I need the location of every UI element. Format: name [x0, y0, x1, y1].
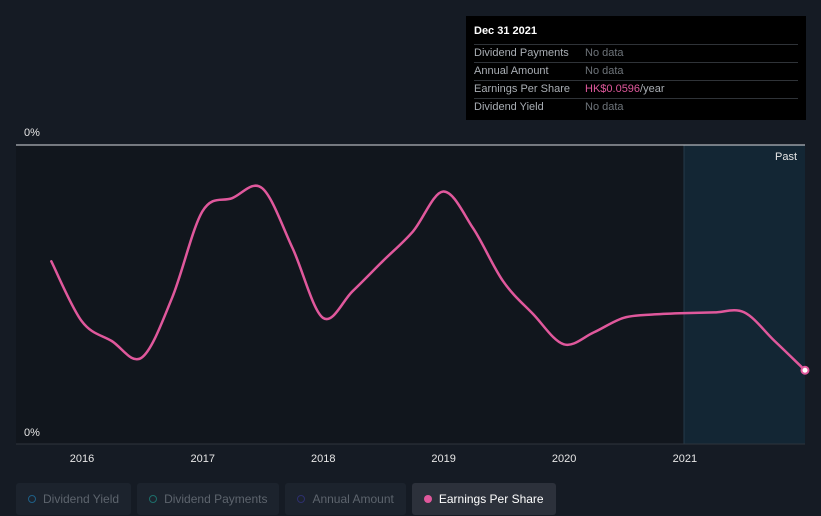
tooltip-date: Dec 31 2021 — [474, 24, 798, 45]
past-region — [684, 145, 805, 444]
tooltip-value-text: No data — [585, 47, 624, 59]
y-tick-label-top: 0% — [24, 127, 40, 139]
legend-item-dividend-yield[interactable]: Dividend Yield — [16, 483, 132, 515]
tooltip-value-text: HK$0.0596 — [585, 83, 641, 95]
legend-dot-icon — [423, 495, 432, 503]
legend-label: Dividend Yield — [43, 492, 120, 506]
x-axis-ticks: 2016 2017 2018 2019 2020 2021 — [70, 453, 697, 465]
tooltip-row-dividend-payments: Dividend Payments No data — [474, 45, 798, 63]
legend-label: Earnings Per Share — [438, 492, 544, 506]
legend-label: Annual Amount — [312, 492, 394, 506]
x-tick-label: 2019 — [431, 453, 455, 465]
x-tick-label: 2016 — [70, 453, 94, 465]
tooltip-row-earnings-per-share: Earnings Per Share HK$0.0596/year — [474, 81, 798, 99]
tooltip-value: No data — [585, 63, 624, 80]
x-tick-label: 2020 — [552, 453, 576, 465]
tooltip-label: Annual Amount — [474, 65, 549, 77]
tooltip-label: Dividend Payments — [474, 47, 569, 59]
past-label: Past — [775, 151, 797, 163]
tooltip-value-text: No data — [585, 101, 624, 113]
legend-dot-icon — [297, 495, 306, 503]
legend-item-earnings-per-share[interactable]: Earnings Per Share — [411, 483, 556, 515]
tooltip-value: HK$0.0596/year — [585, 81, 665, 98]
legend-item-annual-amount[interactable]: Annual Amount — [285, 483, 406, 515]
eps-series-line — [50, 184, 807, 372]
legend-dot-icon — [28, 495, 36, 503]
x-tick-label: 2018 — [311, 453, 335, 465]
tooltip-value: No data — [585, 99, 624, 116]
legend-item-dividend-payments[interactable]: Dividend Payments — [137, 483, 280, 515]
tooltip-row-dividend-yield: Dividend Yield No data — [474, 99, 798, 116]
tooltip-label: Earnings Per Share — [474, 83, 570, 95]
tooltip: Dec 31 2021 Dividend Payments No data An… — [466, 16, 806, 120]
legend-dot-icon — [149, 495, 158, 503]
legend: Dividend Yield Dividend Payments Annual … — [16, 483, 556, 515]
tooltip-value-unit: /year — [640, 83, 665, 95]
x-tick-label: 2021 — [673, 453, 697, 465]
x-tick-label: 2017 — [191, 453, 215, 465]
tooltip-value-text: No data — [585, 65, 624, 77]
y-tick-label-bottom: 0% — [24, 427, 40, 439]
tooltip-label: Dividend Yield — [474, 101, 544, 113]
eps-last-point[interactable] — [800, 365, 810, 375]
tooltip-value: No data — [585, 45, 624, 62]
legend-label: Dividend Payments — [164, 492, 268, 506]
tooltip-row-annual-amount: Annual Amount No data — [474, 63, 798, 81]
